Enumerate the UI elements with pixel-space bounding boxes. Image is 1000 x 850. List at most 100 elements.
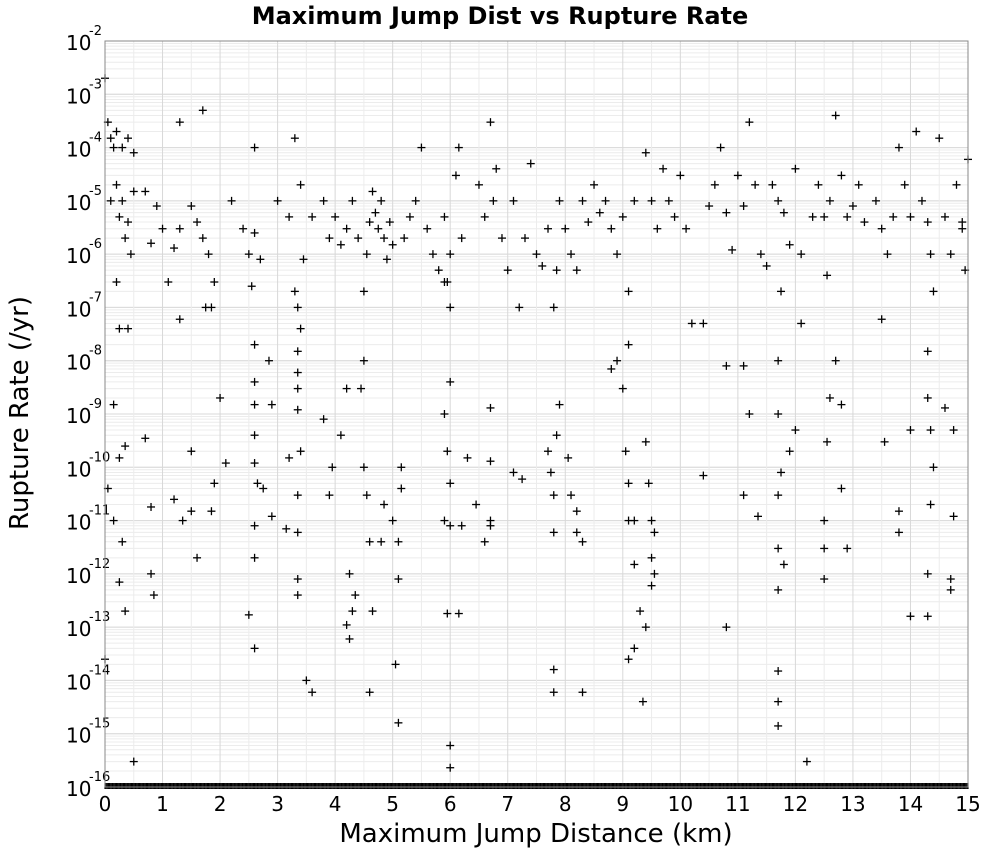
data-point [463, 453, 472, 462]
x-tick-label: 13 [840, 792, 865, 816]
data-point [250, 340, 259, 349]
data-point [546, 468, 555, 477]
data-point [394, 537, 403, 546]
data-point [377, 196, 386, 205]
y-tick-base: 10 [66, 31, 91, 55]
data-point [178, 516, 187, 525]
data-point [745, 410, 754, 418]
data-point [751, 180, 760, 189]
data-point [446, 479, 455, 488]
data-point [860, 218, 869, 227]
data-point [336, 431, 345, 440]
data-point [109, 400, 118, 409]
data-point [754, 512, 763, 521]
data-point [923, 569, 932, 578]
data-point [129, 148, 138, 157]
data-point [388, 516, 397, 525]
data-point [492, 164, 501, 173]
data-point [923, 612, 932, 621]
data-point [917, 196, 926, 205]
data-point [365, 688, 374, 697]
data-point [250, 644, 259, 653]
data-point [883, 250, 892, 259]
y-tick-exponent: -3 [89, 77, 102, 92]
data-point [664, 196, 673, 205]
data-point [112, 127, 121, 136]
y-tick-label: 10-14 [66, 663, 110, 694]
data-point [779, 208, 788, 217]
data-point [204, 250, 213, 259]
y-tick-label: 10-15 [66, 717, 110, 748]
data-point [331, 212, 340, 221]
data-point [650, 528, 659, 537]
data-point [250, 431, 259, 440]
x-tick-label: 3 [271, 792, 284, 816]
data-point [293, 491, 302, 500]
data-point [293, 405, 302, 414]
y-tick-base: 10 [66, 244, 91, 268]
data-point [267, 512, 276, 521]
data-point [221, 459, 230, 468]
data-point [187, 507, 196, 516]
data-point [109, 143, 118, 152]
data-point [112, 278, 121, 287]
y-tick-base: 10 [66, 617, 91, 641]
chart-title: Maximum Jump Dist vs Rupture Rate [252, 2, 749, 30]
data-point [659, 164, 668, 173]
data-point [440, 410, 449, 418]
y-tick-label: 10-10 [66, 450, 110, 481]
data-point [572, 507, 581, 516]
y-tick-base: 10 [66, 191, 91, 215]
data-point [578, 196, 587, 205]
data-point [584, 218, 593, 227]
data-point [561, 224, 570, 233]
data-point [325, 234, 334, 243]
data-point [170, 244, 179, 253]
data-point [216, 393, 225, 402]
data-point [417, 143, 426, 152]
y-tick-label: 10-5 [66, 184, 102, 215]
data-point [434, 266, 443, 275]
data-point [825, 393, 834, 402]
data-point [756, 250, 765, 259]
data-point [644, 479, 653, 488]
data-point [152, 202, 161, 211]
data-point [129, 187, 138, 196]
data-point [650, 569, 659, 578]
data-point [446, 741, 455, 750]
data-point [567, 491, 576, 500]
data-point [906, 212, 915, 221]
data-point [282, 524, 291, 533]
y-tick-base: 10 [66, 351, 91, 375]
y-tick-label: 10-9 [66, 397, 102, 428]
data-point [653, 224, 662, 233]
data-point [175, 118, 184, 127]
data-point [621, 447, 630, 456]
data-point [814, 180, 823, 189]
data-point [244, 250, 253, 259]
data-point [613, 356, 622, 365]
data-point [423, 224, 432, 233]
data-point [952, 180, 961, 189]
data-point [124, 134, 133, 143]
x-tick-label: 15 [955, 792, 980, 816]
data-point [906, 612, 915, 621]
data-point [940, 212, 949, 221]
data-point [567, 250, 576, 259]
data-point [109, 516, 118, 525]
data-point [946, 575, 955, 584]
data-point [880, 437, 889, 446]
data-point [193, 553, 202, 562]
data-point [405, 212, 414, 221]
data-point [722, 361, 731, 370]
data-point [624, 655, 633, 664]
data-point [958, 218, 967, 227]
data-point [351, 591, 360, 600]
x-tick-label: 6 [444, 792, 457, 816]
data-point [906, 426, 915, 435]
data-point [336, 240, 345, 249]
data-point [147, 569, 156, 578]
data-point [728, 245, 737, 254]
data-point [929, 287, 938, 296]
data-point [377, 537, 386, 546]
